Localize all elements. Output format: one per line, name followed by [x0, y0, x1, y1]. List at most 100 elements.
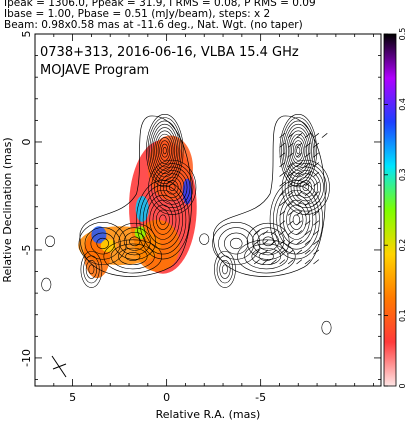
intensity-contour — [276, 189, 317, 250]
polarization-region — [182, 178, 193, 205]
intensity-contour — [154, 166, 191, 209]
header-line-2: Ibase = 1.00, Pbase = 0.51 (mJy/beam), s… — [4, 8, 270, 20]
evpa-vector — [321, 133, 328, 138]
intensity-contour — [139, 185, 187, 255]
evpa-vector — [304, 181, 311, 187]
intensity-contour — [219, 260, 231, 279]
evpa-vector — [279, 162, 286, 168]
intensity-contour — [229, 237, 243, 250]
evpa-vector — [296, 162, 303, 168]
intensity-contour — [78, 222, 127, 265]
intensity-contour — [103, 239, 163, 274]
evpa-vector — [253, 259, 260, 265]
intensity-contour — [84, 227, 121, 260]
intensity-contour — [85, 260, 97, 279]
outer-contour — [213, 115, 326, 277]
evpa-vector — [296, 220, 303, 226]
colorbar-tick-label: 0.4 — [398, 98, 407, 111]
evpa-vector — [279, 201, 286, 206]
header-line-3: Beam: 0.98x0.58 mas at -11.6 deg., Nat. … — [4, 19, 303, 31]
intensity-contour — [156, 133, 174, 168]
evpa-vector — [279, 210, 286, 216]
evpa-vector — [279, 142, 286, 148]
evpa-vector — [279, 239, 286, 245]
total-intensity-contours-right — [212, 114, 332, 335]
intensity-contour — [159, 214, 167, 225]
intensity-contour — [287, 166, 324, 209]
evpa-vector — [279, 220, 286, 226]
panel-title: 0738+313, 2016-06-16, VLBA 15.4 GHz — [40, 45, 299, 60]
evpa-vector — [304, 142, 311, 148]
intensity-contour — [160, 173, 185, 202]
outer-contour — [79, 115, 193, 277]
intensity-contour — [237, 239, 296, 274]
intensity-contour — [147, 117, 182, 184]
intensity-contour — [291, 137, 306, 165]
evpa-vector — [279, 191, 286, 197]
intensity-contour — [289, 133, 307, 168]
evpa-vector — [296, 239, 303, 245]
evpa-vector — [296, 152, 303, 158]
intensity-contour — [163, 176, 182, 198]
intensity-contour — [294, 143, 302, 158]
plot-area — [41, 114, 332, 335]
intensity-contour — [146, 114, 184, 188]
intensity-contour — [214, 250, 236, 288]
intensity-contour — [45, 235, 56, 248]
intensity-contour — [262, 236, 274, 247]
intensity-contour — [284, 163, 327, 212]
intensity-contour — [224, 232, 249, 255]
evpa-vector — [313, 239, 320, 245]
intensity-contour — [125, 251, 141, 261]
evpa-vector — [279, 152, 286, 158]
intensity-contour — [212, 222, 261, 265]
intensity-contour — [296, 176, 315, 198]
evpa-vector — [287, 201, 294, 206]
intensity-contour — [157, 170, 188, 205]
intensity-contour — [129, 236, 141, 247]
evpa-vector — [262, 239, 269, 245]
intensity-contour — [96, 237, 109, 250]
colorbar-tick-label: 0.2 — [398, 239, 407, 252]
evpa-vector — [296, 230, 303, 236]
colorbar-tick-label: 0.5 — [398, 28, 407, 41]
evpa-vector — [296, 171, 303, 177]
y-tick-label: -5 — [20, 244, 33, 255]
intensity-contour — [152, 127, 177, 175]
evpa-vector — [296, 210, 303, 216]
evpa-vector — [313, 201, 320, 206]
intensity-contour — [142, 189, 183, 250]
intensity-contour — [41, 277, 52, 292]
intensity-contour — [302, 183, 310, 192]
evpa-vector — [279, 259, 286, 265]
evpa-vector — [287, 210, 294, 216]
evpa-vector — [287, 259, 294, 265]
intensity-contour — [154, 130, 176, 171]
evpa-vector — [287, 191, 294, 197]
evpa-vector — [287, 230, 294, 236]
polarization-region — [91, 226, 107, 244]
panel-subtitle: MOJAVE Program — [40, 63, 149, 78]
x-tick-label: 5 — [69, 391, 76, 404]
evpa-vector — [296, 142, 303, 148]
y-tick-label: 5 — [20, 31, 33, 38]
intensity-contour — [169, 183, 176, 192]
evpa-vector — [313, 133, 320, 138]
evpa-vector — [287, 162, 294, 168]
evpa-vector — [287, 171, 294, 177]
intensity-contour — [157, 137, 172, 165]
evpa-vector — [313, 152, 320, 158]
colorbar-tick-label: 0.3 — [398, 168, 407, 181]
evpa-vector — [287, 152, 294, 158]
intensity-contour — [279, 194, 314, 245]
intensity-contour — [218, 227, 255, 260]
evpa-vectors — [253, 133, 328, 265]
evpa-vector — [304, 191, 311, 197]
intensity-contour — [292, 140, 304, 161]
evpa-vector — [270, 249, 277, 255]
intensity-contour — [258, 251, 274, 261]
evpa-vector — [253, 230, 260, 236]
evpa-vector — [287, 239, 294, 245]
evpa-vector — [270, 230, 277, 236]
